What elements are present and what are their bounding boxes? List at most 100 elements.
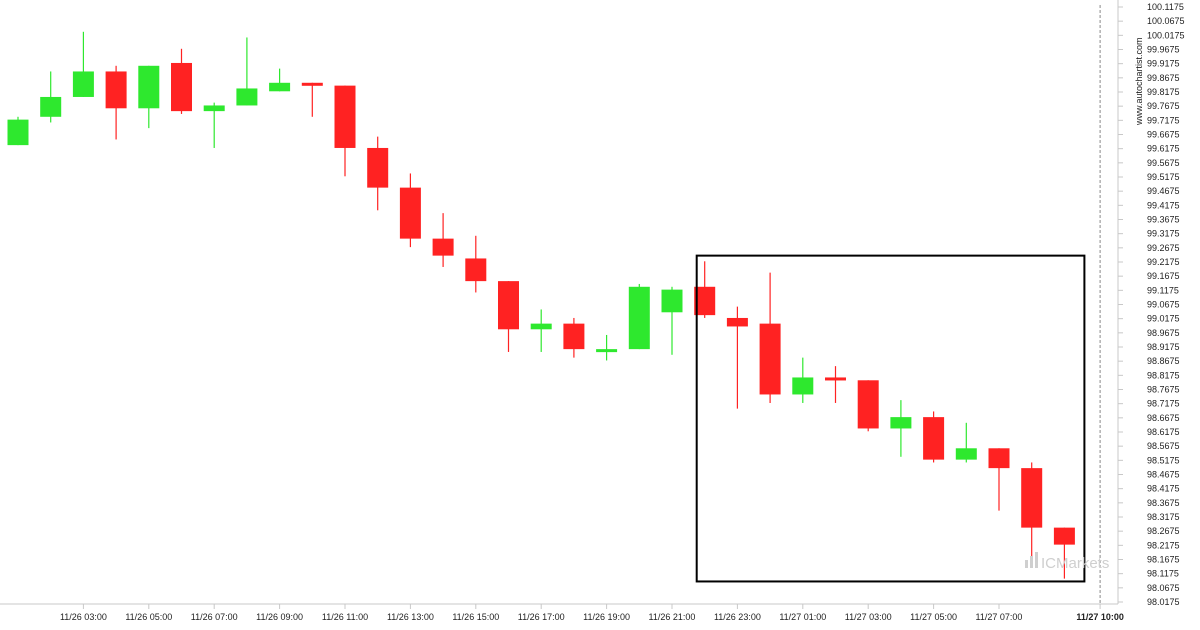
candle xyxy=(825,366,846,403)
candle xyxy=(890,400,912,457)
x-tick-label: 11/26 15:00 xyxy=(452,612,499,622)
y-tick-label: 98.9175 xyxy=(1147,342,1180,352)
y-tick-label: 100.1175 xyxy=(1147,2,1184,12)
y-tick-label: 99.5675 xyxy=(1147,158,1180,168)
logo-text: ICMarkets xyxy=(1041,555,1109,572)
candle xyxy=(661,286,683,355)
candle xyxy=(203,102,225,148)
logo-bar-icon xyxy=(1025,560,1028,568)
candle-body xyxy=(1053,527,1075,545)
x-tick-label: 11/26 17:00 xyxy=(518,612,565,622)
x-tick-label: 11/26 11:00 xyxy=(322,612,368,622)
candle-body xyxy=(792,377,814,395)
y-tick-label: 98.4175 xyxy=(1147,484,1180,494)
y-tick-label: 98.5175 xyxy=(1147,455,1180,465)
y-tick-label: 98.8175 xyxy=(1147,370,1180,380)
candle xyxy=(857,380,879,432)
y-tick-label: 99.4675 xyxy=(1147,186,1180,196)
candle-body xyxy=(432,238,454,256)
candle-body xyxy=(596,349,618,353)
candle-body xyxy=(726,317,748,327)
candle-body xyxy=(1021,468,1043,528)
candle xyxy=(105,65,127,140)
y-tick-label: 98.1675 xyxy=(1147,555,1180,565)
candle-body xyxy=(399,187,421,239)
candle xyxy=(72,31,94,97)
y-tick-label: 99.7675 xyxy=(1147,101,1180,111)
y-tick-label: 99.8675 xyxy=(1147,73,1180,83)
candle-body xyxy=(105,71,127,109)
candle-body xyxy=(825,377,846,381)
candle xyxy=(7,116,29,146)
x-tick-label: 11/26 19:00 xyxy=(583,612,630,622)
y-tick-label: 99.2675 xyxy=(1147,243,1180,253)
candle-body xyxy=(334,85,356,148)
candle-body xyxy=(269,82,291,92)
candle-body xyxy=(236,88,258,106)
candle xyxy=(955,422,977,463)
candle xyxy=(40,71,62,123)
y-tick-label: 98.7675 xyxy=(1147,385,1180,395)
candle xyxy=(301,82,323,117)
x-tick-label: 11/27 01:00 xyxy=(779,612,826,622)
y-tick-label: 100.0675 xyxy=(1147,16,1185,26)
y-tick-label: 98.5675 xyxy=(1147,441,1180,451)
candle xyxy=(269,68,291,92)
x-axis: 11/26 03:00 11/26 05:00 11/26 07:00 11/26 0… xyxy=(0,603,1124,622)
y-tick-label: 99.5175 xyxy=(1147,172,1180,182)
y-tick-label: 99.0175 xyxy=(1147,314,1180,324)
y-tick-label: 98.3675 xyxy=(1147,498,1180,508)
candle-body xyxy=(661,289,683,313)
candle xyxy=(138,65,160,129)
y-tick-label: 99.4175 xyxy=(1147,200,1180,210)
y-tick-label: 99.9675 xyxy=(1147,45,1180,55)
candle xyxy=(432,213,454,267)
overlay-layer xyxy=(695,5,1101,604)
candle xyxy=(726,306,748,409)
x-tick-label: 11/26 05:00 xyxy=(125,612,172,622)
candle-body xyxy=(301,82,323,86)
candle xyxy=(694,261,716,318)
candle-body xyxy=(530,323,552,330)
x-tick-label: 11/26 13:00 xyxy=(387,612,434,622)
candle-body xyxy=(72,71,94,97)
y-tick-label: 98.2175 xyxy=(1147,540,1180,550)
y-tick-label: 98.8675 xyxy=(1147,356,1180,366)
candle xyxy=(399,173,421,248)
candle-body xyxy=(498,281,519,330)
candle xyxy=(367,136,389,211)
pattern-highlight-box xyxy=(695,254,1086,583)
y-tick-label: 98.6675 xyxy=(1147,413,1180,423)
candle xyxy=(171,48,192,114)
candle xyxy=(988,448,1010,511)
y-tick-label: 98.7175 xyxy=(1147,399,1180,409)
y-tick-label: 99.9175 xyxy=(1147,59,1180,69)
candle-body xyxy=(890,417,912,429)
y-tick-label: 98.3175 xyxy=(1147,512,1180,522)
candle xyxy=(563,317,585,358)
candle xyxy=(1021,462,1043,559)
candle xyxy=(923,411,945,463)
candle xyxy=(334,85,356,177)
candle-body xyxy=(923,417,945,460)
watermark-text: www.autochartist.com xyxy=(1134,37,1144,126)
candle xyxy=(596,334,618,361)
candle-body xyxy=(171,62,192,112)
logo-bar-icon xyxy=(1035,552,1038,568)
candle xyxy=(628,283,650,350)
y-tick-label: 98.4675 xyxy=(1147,470,1180,480)
brand-logo: ICMarkets xyxy=(1025,552,1109,572)
y-tick-label: 98.0675 xyxy=(1147,583,1180,593)
y-tick-label: 99.7175 xyxy=(1147,115,1180,125)
candle xyxy=(792,357,814,403)
candle-body xyxy=(563,323,585,350)
x-tick-label: 11/26 03:00 xyxy=(60,612,107,622)
y-tick-label: 98.6175 xyxy=(1147,427,1180,437)
x-tick-label: 11/26 09:00 xyxy=(256,612,303,622)
candle xyxy=(465,235,487,293)
y-axis: 100.1175 100.0675 100.0175 99.9675 99.9175 99… xyxy=(1117,0,1185,607)
y-tick-label: 99.3175 xyxy=(1147,229,1180,239)
y-tick-label: 99.2175 xyxy=(1147,257,1180,267)
candle xyxy=(759,272,781,403)
